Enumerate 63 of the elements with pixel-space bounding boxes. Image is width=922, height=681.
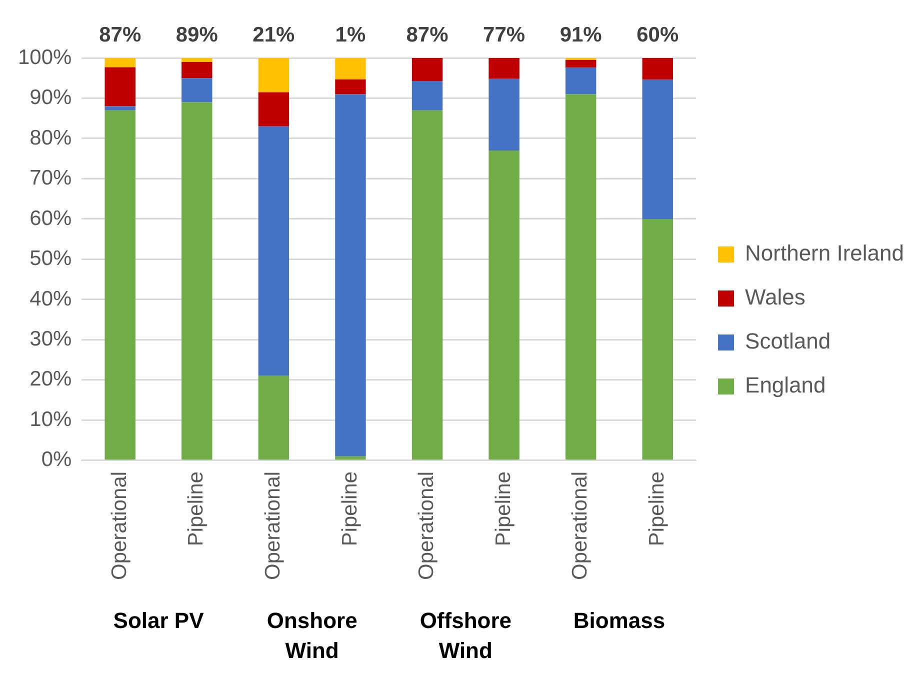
bar: [565, 60, 596, 68]
y-tick-label: 0%: [41, 448, 72, 472]
bar: [412, 80, 443, 110]
legend-label: England: [745, 372, 826, 398]
y-tick-label: 100%: [18, 46, 72, 69]
x-tick-label: Operational: [568, 471, 592, 580]
bar: [104, 106, 136, 110]
bar: [182, 78, 212, 102]
bar: [335, 79, 366, 94]
bar: [488, 150, 520, 460]
x-tick-label: Pipeline: [184, 471, 208, 546]
text: 77%: [483, 23, 526, 46]
text: Onshore Wind: [266, 608, 358, 664]
bar: [104, 110, 136, 460]
y-tick-label: 70%: [30, 166, 72, 190]
y-tick-label: 80%: [30, 126, 72, 150]
text: 1%: [335, 23, 366, 46]
text: 60%: [636, 23, 679, 46]
legend-label: Scotland: [745, 328, 831, 354]
bar: [642, 218, 673, 460]
legend-label: Wales: [745, 284, 806, 310]
bar: [258, 376, 290, 460]
bar: [642, 80, 673, 219]
text: 87%: [406, 23, 449, 46]
bar: [335, 94, 366, 456]
y-tick-label: 50%: [30, 247, 72, 270]
x-tick-label: Pipeline: [338, 471, 362, 546]
bar: [104, 58, 136, 68]
y-tick-label: 30%: [30, 328, 72, 350]
bar: [335, 58, 366, 80]
bar: [488, 58, 520, 79]
text: Biomass: [573, 608, 666, 634]
bar: [488, 78, 520, 151]
bar: [258, 92, 290, 126]
bar: [642, 58, 673, 80]
bar: [335, 456, 366, 460]
x-tick-label: Pipeline: [645, 471, 668, 546]
text: 21%: [252, 23, 296, 46]
text: 89%: [176, 23, 218, 46]
y-tick-label: 90%: [30, 86, 72, 110]
bar: [412, 58, 443, 81]
text: Solar PV: [113, 608, 204, 634]
text: 91%: [560, 23, 602, 46]
bar: [182, 102, 212, 460]
x-tick-label: Operational: [108, 471, 131, 580]
bar: [258, 126, 290, 376]
y-tick-label: 10%: [30, 408, 72, 431]
y-tick-label: 60%: [30, 206, 72, 230]
bar: [182, 58, 212, 62]
bar: [182, 62, 212, 78]
y-tick-label: 20%: [30, 368, 72, 391]
legend-label: Northern Ireland: [745, 240, 904, 266]
y-tick-label: 40%: [30, 287, 72, 310]
bar: [565, 68, 596, 94]
bar: [412, 110, 443, 460]
x-tick-label: Pipeline: [492, 471, 515, 546]
bar: [104, 67, 136, 106]
text: 87%: [99, 23, 142, 46]
bar: [258, 58, 290, 92]
bar: [565, 94, 596, 460]
x-tick-label: Operational: [415, 471, 438, 580]
text: Offshore Wind: [420, 608, 512, 664]
x-tick-label: Operational: [261, 471, 284, 580]
